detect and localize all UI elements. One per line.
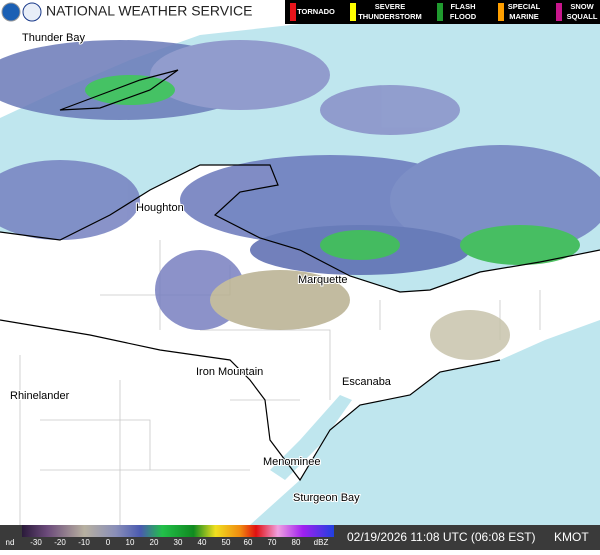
echo <box>85 75 175 105</box>
radar-echoes <box>0 40 600 360</box>
agency-title: NATIONAL WEATHER SERVICE <box>46 3 252 19</box>
echo <box>210 270 350 330</box>
scale-label: -10 <box>78 538 90 547</box>
scale-label: 30 <box>174 538 183 547</box>
warning-label: MARINE <box>509 12 539 21</box>
warning-label: SNOW <box>570 2 594 11</box>
scale-label: 10 <box>126 538 135 547</box>
scale-label: nd <box>6 538 15 547</box>
warning-swatch <box>350 3 356 21</box>
scale-label: 50 <box>222 538 231 547</box>
echo <box>320 85 460 135</box>
scale-label: -20 <box>54 538 66 547</box>
scale-label: 60 <box>244 538 253 547</box>
scale-label: -30 <box>30 538 42 547</box>
station-id: KMOT <box>554 530 589 544</box>
echo <box>150 40 330 110</box>
place-label: Escanaba <box>342 376 392 388</box>
scale-label: 70 <box>268 538 277 547</box>
place-label: Sturgeon Bay <box>293 492 360 504</box>
place-label: Thunder Bay <box>22 32 85 44</box>
echo <box>460 225 580 265</box>
warning-label: SPECIAL <box>508 2 541 11</box>
echo <box>0 160 140 240</box>
warning-label: FLASH <box>451 2 476 11</box>
warning-swatch <box>556 3 562 21</box>
noaa-logo <box>1 2 21 22</box>
scale-label: 0 <box>106 538 111 547</box>
scale-label: 80 <box>292 538 301 547</box>
place-label: Houghton <box>136 202 184 214</box>
footer: 02/19/2026 11:08 UTC (06:08 EST) KMOT nd… <box>0 525 600 550</box>
timestamp: 02/19/2026 11:08 UTC (06:08 EST) <box>347 530 536 544</box>
warning-label: TORNADO <box>297 7 335 16</box>
scale-label: dBZ <box>314 538 329 547</box>
warning-swatch <box>290 3 296 21</box>
warning-label: SEVERE <box>375 2 405 11</box>
map: Thunder Bay Houghton Marquette Iron Moun… <box>0 24 600 525</box>
scale-label: 40 <box>198 538 207 547</box>
warning-label: FLOOD <box>450 12 477 21</box>
warning-label: SQUALL <box>567 12 598 21</box>
place-label: Rhinelander <box>10 390 70 402</box>
nws-logo <box>22 2 42 22</box>
dbz-colorbar <box>22 525 334 537</box>
echo <box>430 310 510 360</box>
echo <box>320 230 400 260</box>
coastlines <box>0 69 600 482</box>
warning-swatch <box>498 3 504 21</box>
lake-michigan <box>250 320 600 525</box>
place-label: Iron Mountain <box>196 366 263 378</box>
place-label: Menominee <box>263 456 320 468</box>
warning-label: THUNDERSTORM <box>358 12 422 21</box>
warning-swatch <box>437 3 443 21</box>
place-label: Marquette <box>298 274 348 286</box>
scale-label: 20 <box>150 538 159 547</box>
